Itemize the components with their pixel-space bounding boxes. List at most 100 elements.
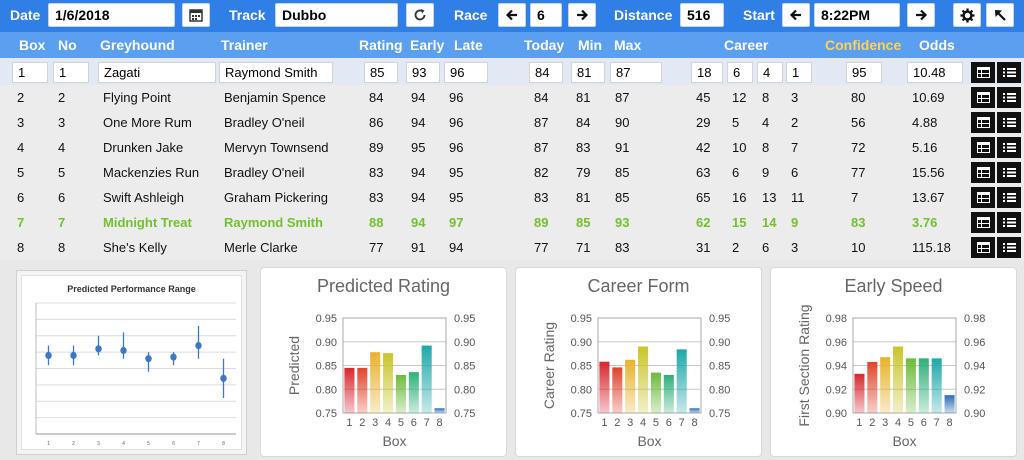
col-early[interactable]: Early bbox=[410, 37, 445, 53]
trainer-cell: Merle Clarke bbox=[224, 240, 298, 255]
list-view-button[interactable] bbox=[997, 162, 1021, 183]
calendar-button[interactable] bbox=[182, 3, 210, 27]
table-view-button[interactable] bbox=[971, 137, 995, 158]
x-tick-label: 6 bbox=[172, 441, 175, 447]
career-thirds-cell: 6 bbox=[791, 165, 799, 180]
y-tick-label: 0.90 bbox=[826, 408, 847, 420]
race-prev-button[interactable] bbox=[498, 3, 526, 27]
table-view-button[interactable] bbox=[971, 237, 995, 258]
table-row[interactable]: 8 8 She's Kelly Merle Clarke 77 91 94 77 71 83 31 2… bbox=[0, 235, 1024, 260]
col-trainer[interactable]: Trainer bbox=[221, 37, 268, 53]
early-cell: 94 bbox=[411, 90, 426, 105]
table-row[interactable]: 4 4 Drunken Jake Mervyn Townsend 89 95 96 87 83 9… bbox=[0, 135, 1024, 160]
odds-cell: 4.88 bbox=[912, 115, 938, 130]
max-cell-input[interactable]: 87 bbox=[610, 62, 662, 83]
table-view-button[interactable] bbox=[971, 162, 995, 183]
date-input[interactable]: 1/6/2018 bbox=[48, 3, 175, 27]
career-starts-cell-input[interactable]: 18 bbox=[691, 62, 723, 83]
start-next-button[interactable] bbox=[907, 3, 935, 27]
table-view-button[interactable] bbox=[971, 62, 995, 83]
late-cell: 94 bbox=[449, 240, 464, 255]
career-thirds-cell-input[interactable]: 1 bbox=[786, 62, 812, 83]
x-tick-label: 5 bbox=[653, 417, 659, 429]
table-row[interactable]: 1 1 Zagati Raymond Smith 85 93 96 84 81 87 18 6 4 1 95… bbox=[0, 60, 1024, 85]
runner-table: 1 1 Zagati Raymond Smith 85 93 96 84 81 87 18 6 4 1 95… bbox=[0, 60, 1024, 260]
table-view-button[interactable] bbox=[971, 212, 995, 233]
late-cell-input[interactable]: 96 bbox=[444, 62, 488, 83]
list-view-button[interactable] bbox=[997, 187, 1021, 208]
odds-cell-input[interactable]: 10.48 bbox=[907, 62, 963, 83]
rating-cell-input[interactable]: 85 bbox=[364, 62, 398, 83]
today-cell-input[interactable]: 84 bbox=[529, 62, 563, 83]
career-wins-cell-input[interactable]: 6 bbox=[727, 62, 753, 83]
x-tick-label: 8 bbox=[947, 417, 953, 429]
box-cell: 4 bbox=[17, 140, 25, 155]
col-today[interactable]: Today bbox=[524, 37, 565, 53]
x-axis-label: Box bbox=[637, 433, 661, 449]
box-cell: 2 bbox=[17, 90, 25, 105]
col-greyhound[interactable]: Greyhound bbox=[100, 37, 175, 53]
number-cell: 4 bbox=[58, 140, 66, 155]
col-min[interactable]: Min bbox=[578, 37, 603, 53]
table-row[interactable]: 7 7 Midnight Treat Raymond Smith 88 94 97 89 85 9… bbox=[0, 210, 1024, 235]
col-max[interactable]: Max bbox=[614, 37, 642, 53]
x-tick-label: 1 bbox=[856, 417, 862, 429]
min-cell-input[interactable]: 81 bbox=[571, 62, 605, 83]
list-view-button[interactable] bbox=[997, 137, 1021, 158]
x-tick-label: 1 bbox=[47, 441, 50, 447]
greyhound-cell-input[interactable]: Zagati bbox=[98, 62, 216, 83]
col-rating[interactable]: Rating bbox=[359, 37, 403, 53]
bar bbox=[599, 361, 610, 413]
table-view-button[interactable] bbox=[971, 87, 995, 108]
col-late[interactable]: Late bbox=[454, 37, 483, 53]
table-row[interactable]: 6 6 Swift Ashleigh Graham Pickering 83 94 95 83… bbox=[0, 185, 1024, 210]
refresh-button[interactable] bbox=[406, 3, 434, 27]
number-cell-input[interactable]: 1 bbox=[53, 62, 89, 83]
bar bbox=[357, 367, 368, 413]
start-label: Start bbox=[743, 7, 775, 23]
list-view-button[interactable] bbox=[997, 212, 1021, 233]
list-view-button[interactable] bbox=[997, 237, 1021, 258]
col-career[interactable]: Career bbox=[724, 37, 769, 53]
col-odds[interactable]: Odds bbox=[919, 37, 955, 53]
race-input[interactable]: 6 bbox=[530, 3, 562, 27]
early-cell-input[interactable]: 93 bbox=[406, 62, 440, 83]
career-seconds-cell-input[interactable]: 4 bbox=[757, 62, 783, 83]
table-row[interactable]: 3 3 One More Rum Bradley O'neil 86 94 96 87 84 90… bbox=[0, 110, 1024, 135]
list-view-button[interactable] bbox=[997, 62, 1021, 83]
collapse-button[interactable] bbox=[986, 3, 1014, 27]
col-no[interactable]: No bbox=[58, 37, 77, 53]
confidence-cell-input[interactable]: 95 bbox=[846, 62, 882, 83]
confidence-cell: 80 bbox=[851, 90, 866, 105]
table-row[interactable]: 5 5 Mackenzies Run Bradley O'neil 83 94 95 82 79… bbox=[0, 160, 1024, 185]
col-confidence[interactable]: Confidence bbox=[825, 37, 902, 53]
x-tick-label: 5 bbox=[908, 417, 914, 429]
number-cell: 8 bbox=[58, 240, 66, 255]
list-view-button[interactable] bbox=[997, 87, 1021, 108]
start-prev-button[interactable] bbox=[782, 3, 810, 27]
col-box[interactable]: Box bbox=[19, 37, 46, 53]
settings-button[interactable] bbox=[953, 3, 981, 27]
career-seconds-cell: 8 bbox=[762, 90, 770, 105]
trainer-cell-input[interactable]: Raymond Smith bbox=[219, 62, 333, 83]
x-tick-label: 7 bbox=[197, 441, 200, 447]
min-cell: 79 bbox=[576, 165, 591, 180]
y-tick-label: 0.95 bbox=[316, 313, 337, 325]
box-cell: 5 bbox=[17, 165, 25, 180]
bar bbox=[905, 358, 916, 413]
race-next-button[interactable] bbox=[568, 3, 596, 27]
career-thirds-cell: 3 bbox=[791, 90, 799, 105]
distance-input[interactable]: 516 bbox=[680, 3, 724, 27]
y-tick-label-right: 0.94 bbox=[964, 361, 985, 373]
y-tick-label: 0.95 bbox=[571, 313, 592, 325]
track-input[interactable]: Dubbo bbox=[275, 3, 398, 27]
table-row[interactable]: 2 2 Flying Point Benjamin Spence 84 94 96 84 81 8… bbox=[0, 85, 1024, 110]
box-cell-input[interactable]: 1 bbox=[12, 62, 48, 83]
bar bbox=[689, 408, 700, 413]
start-time-input[interactable]: 8:22PM bbox=[814, 3, 900, 27]
table-view-button[interactable] bbox=[971, 112, 995, 133]
table-view-button[interactable] bbox=[971, 187, 995, 208]
list-view-button[interactable] bbox=[997, 112, 1021, 133]
bar bbox=[638, 346, 649, 413]
table-icon bbox=[976, 217, 990, 228]
